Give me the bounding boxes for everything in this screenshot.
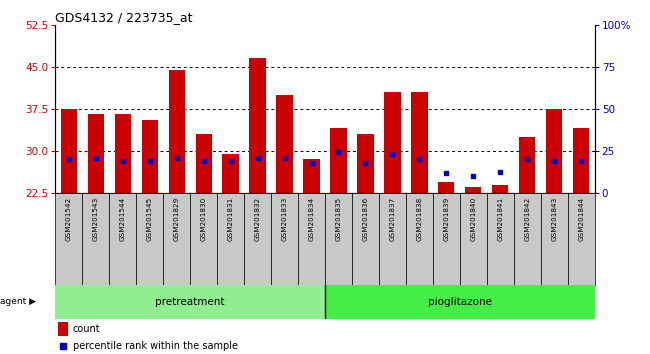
Text: GSM201831: GSM201831 — [227, 196, 233, 241]
Bar — [58, 322, 68, 336]
Text: GSM201543: GSM201543 — [93, 196, 99, 241]
Bar — [217, 193, 244, 285]
Bar — [487, 193, 514, 285]
Text: pioglitazone: pioglitazone — [428, 297, 492, 307]
Bar — [109, 193, 136, 285]
Bar — [379, 193, 406, 285]
Text: GSM201844: GSM201844 — [578, 196, 584, 241]
Bar — [136, 193, 163, 285]
Bar — [325, 193, 352, 285]
Bar — [304, 159, 320, 193]
Bar — [250, 58, 266, 193]
Bar — [114, 114, 131, 193]
Text: GSM201836: GSM201836 — [363, 196, 369, 241]
Text: GSM201837: GSM201837 — [389, 196, 395, 241]
Text: GSM201834: GSM201834 — [309, 196, 315, 241]
Bar — [244, 193, 271, 285]
Bar — [60, 109, 77, 193]
Text: GSM201542: GSM201542 — [66, 196, 72, 241]
Text: GSM201843: GSM201843 — [551, 196, 557, 241]
Bar — [82, 193, 109, 285]
Bar — [406, 193, 433, 285]
Text: GSM201842: GSM201842 — [525, 196, 530, 241]
Bar — [492, 184, 508, 193]
Bar — [384, 92, 400, 193]
Bar — [465, 187, 482, 193]
Bar — [358, 134, 374, 193]
Bar — [541, 193, 568, 285]
Text: agent ▶: agent ▶ — [0, 297, 36, 306]
Text: GSM201840: GSM201840 — [471, 196, 476, 241]
Bar — [411, 92, 428, 193]
Bar — [325, 285, 595, 319]
Bar — [55, 193, 83, 285]
Bar — [196, 134, 212, 193]
Bar — [168, 70, 185, 193]
Bar — [88, 114, 104, 193]
Bar — [276, 95, 292, 193]
Text: percentile rank within the sample: percentile rank within the sample — [73, 341, 237, 351]
Text: GSM201841: GSM201841 — [497, 196, 503, 241]
Text: GSM201545: GSM201545 — [147, 196, 153, 241]
Bar — [142, 120, 158, 193]
Text: GSM201829: GSM201829 — [174, 196, 179, 241]
Bar — [163, 193, 190, 285]
Bar — [330, 129, 346, 193]
Bar — [55, 285, 325, 319]
Text: GSM201839: GSM201839 — [443, 196, 449, 241]
Bar — [298, 193, 325, 285]
Text: GSM201544: GSM201544 — [120, 196, 125, 241]
Bar — [519, 137, 536, 193]
Bar — [546, 109, 562, 193]
Bar — [352, 193, 379, 285]
Text: count: count — [73, 324, 100, 333]
Bar — [271, 193, 298, 285]
Bar — [190, 193, 217, 285]
Text: GSM201832: GSM201832 — [255, 196, 261, 241]
Text: GSM201835: GSM201835 — [335, 196, 341, 241]
Bar — [568, 193, 595, 285]
Bar — [438, 182, 454, 193]
Text: GSM201838: GSM201838 — [417, 196, 423, 241]
Bar — [460, 193, 487, 285]
Bar — [514, 193, 541, 285]
Text: pretreatment: pretreatment — [155, 297, 225, 307]
Text: GDS4132 / 223735_at: GDS4132 / 223735_at — [55, 11, 193, 24]
Bar — [222, 154, 239, 193]
Bar — [433, 193, 460, 285]
Text: GSM201833: GSM201833 — [281, 196, 287, 241]
Text: GSM201830: GSM201830 — [201, 196, 207, 241]
Bar — [573, 129, 590, 193]
